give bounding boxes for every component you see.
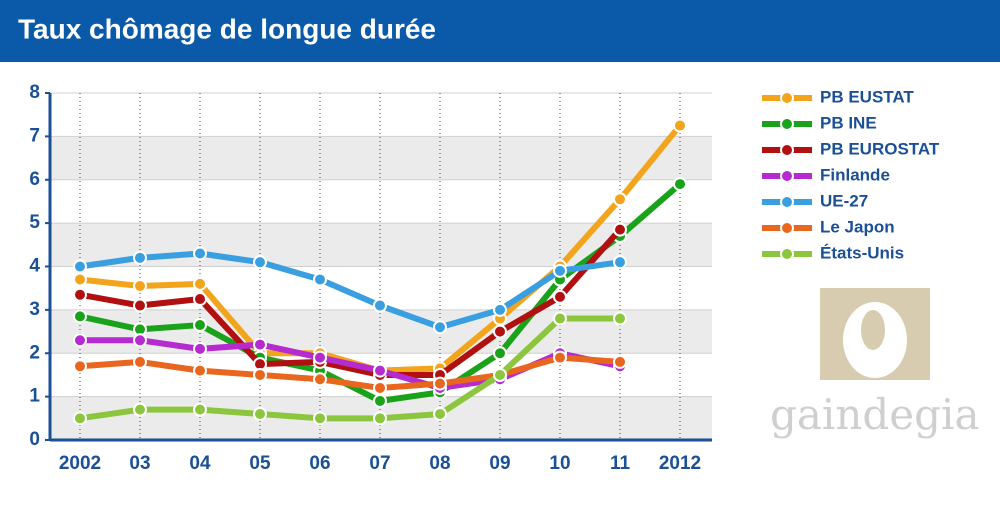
data-point bbox=[73, 309, 87, 324]
data-point bbox=[673, 118, 687, 133]
data-point bbox=[613, 255, 627, 270]
data-point bbox=[373, 298, 387, 313]
legend-swatch bbox=[780, 91, 794, 105]
legend-label: États-Unis bbox=[820, 243, 904, 262]
y-tick-label: 3 bbox=[29, 299, 40, 320]
legend-swatch bbox=[780, 247, 794, 261]
data-point bbox=[553, 263, 567, 278]
x-tick-label: 07 bbox=[369, 453, 390, 474]
data-point bbox=[673, 177, 687, 192]
legend-label: PB INE bbox=[820, 113, 877, 132]
x-tick-label: 08 bbox=[429, 453, 450, 474]
data-point bbox=[133, 279, 147, 294]
title-bar bbox=[0, 0, 1000, 62]
x-tick-label: 03 bbox=[129, 453, 150, 474]
series-line bbox=[79, 315, 620, 422]
data-point bbox=[193, 341, 207, 356]
legend-swatch bbox=[780, 221, 794, 235]
data-point bbox=[493, 367, 507, 382]
y-tick-label: 6 bbox=[29, 169, 40, 190]
x-tick-label: 2012 bbox=[659, 453, 701, 474]
data-point bbox=[193, 402, 207, 417]
y-tick-label: 2 bbox=[29, 342, 40, 363]
y-tick-label: 0 bbox=[29, 429, 40, 450]
legend-swatch bbox=[780, 169, 794, 183]
data-point bbox=[193, 363, 207, 378]
data-point bbox=[373, 380, 387, 395]
legend-label: PB EUROSTAT bbox=[820, 139, 940, 158]
data-point bbox=[193, 318, 207, 333]
data-point bbox=[133, 333, 147, 348]
data-point bbox=[73, 333, 87, 348]
x-tick-label: 09 bbox=[489, 453, 510, 474]
data-point bbox=[613, 354, 627, 369]
data-point bbox=[253, 367, 267, 382]
y-tick-label: 4 bbox=[29, 256, 40, 277]
data-point bbox=[193, 246, 207, 261]
data-point bbox=[133, 354, 147, 369]
data-point bbox=[253, 255, 267, 270]
grid-band bbox=[50, 136, 712, 180]
x-tick-label: 06 bbox=[309, 453, 330, 474]
data-point bbox=[73, 272, 87, 287]
x-tick-label: 10 bbox=[549, 453, 570, 474]
data-point bbox=[373, 411, 387, 426]
data-point bbox=[313, 411, 327, 426]
data-point bbox=[553, 350, 567, 365]
data-point bbox=[493, 346, 507, 361]
y-tick-label: 7 bbox=[29, 125, 40, 146]
data-point bbox=[73, 287, 87, 302]
legend-swatch bbox=[780, 117, 794, 131]
data-point bbox=[73, 259, 87, 274]
data-point bbox=[433, 320, 447, 335]
y-tick-label: 5 bbox=[29, 212, 40, 233]
x-tick-label: 11 bbox=[610, 453, 631, 474]
y-tick-label: 8 bbox=[29, 82, 40, 103]
chart-title: Taux chômage de longue durée bbox=[18, 13, 436, 44]
legend-label: UE-27 bbox=[820, 191, 868, 210]
data-point bbox=[493, 302, 507, 317]
x-tick-label: 04 bbox=[189, 453, 211, 474]
data-point bbox=[193, 292, 207, 307]
series-line bbox=[79, 250, 621, 331]
data-point bbox=[253, 337, 267, 352]
data-point bbox=[553, 289, 567, 304]
x-tick-label: 2002 bbox=[59, 453, 101, 474]
data-point bbox=[73, 359, 87, 374]
legend-label: PB EUSTAT bbox=[820, 87, 914, 106]
legend-label: Finlande bbox=[820, 165, 890, 184]
data-point bbox=[373, 393, 387, 408]
data-point bbox=[433, 406, 447, 421]
data-point bbox=[613, 222, 627, 237]
data-point bbox=[193, 276, 207, 291]
data-point bbox=[373, 363, 387, 378]
data-point bbox=[553, 311, 567, 326]
logo-text: gaindegia bbox=[770, 390, 980, 439]
logo-mark bbox=[861, 310, 885, 350]
data-point bbox=[433, 376, 447, 391]
data-point bbox=[253, 406, 267, 421]
legend-label: Le Japon bbox=[820, 217, 895, 236]
data-point bbox=[133, 402, 147, 417]
legend-swatch bbox=[780, 195, 794, 209]
data-point bbox=[613, 192, 627, 207]
data-point bbox=[133, 298, 147, 313]
series-line bbox=[79, 227, 623, 378]
y-tick-label: 1 bbox=[29, 386, 40, 407]
data-point bbox=[313, 372, 327, 387]
data-point bbox=[493, 324, 507, 339]
data-point bbox=[313, 272, 327, 287]
data-point bbox=[73, 411, 87, 426]
series-line bbox=[79, 354, 621, 391]
data-point bbox=[613, 311, 627, 326]
data-point bbox=[133, 250, 147, 265]
x-tick-label: 05 bbox=[249, 453, 271, 474]
legend-swatch bbox=[780, 143, 794, 157]
data-point bbox=[313, 350, 327, 365]
